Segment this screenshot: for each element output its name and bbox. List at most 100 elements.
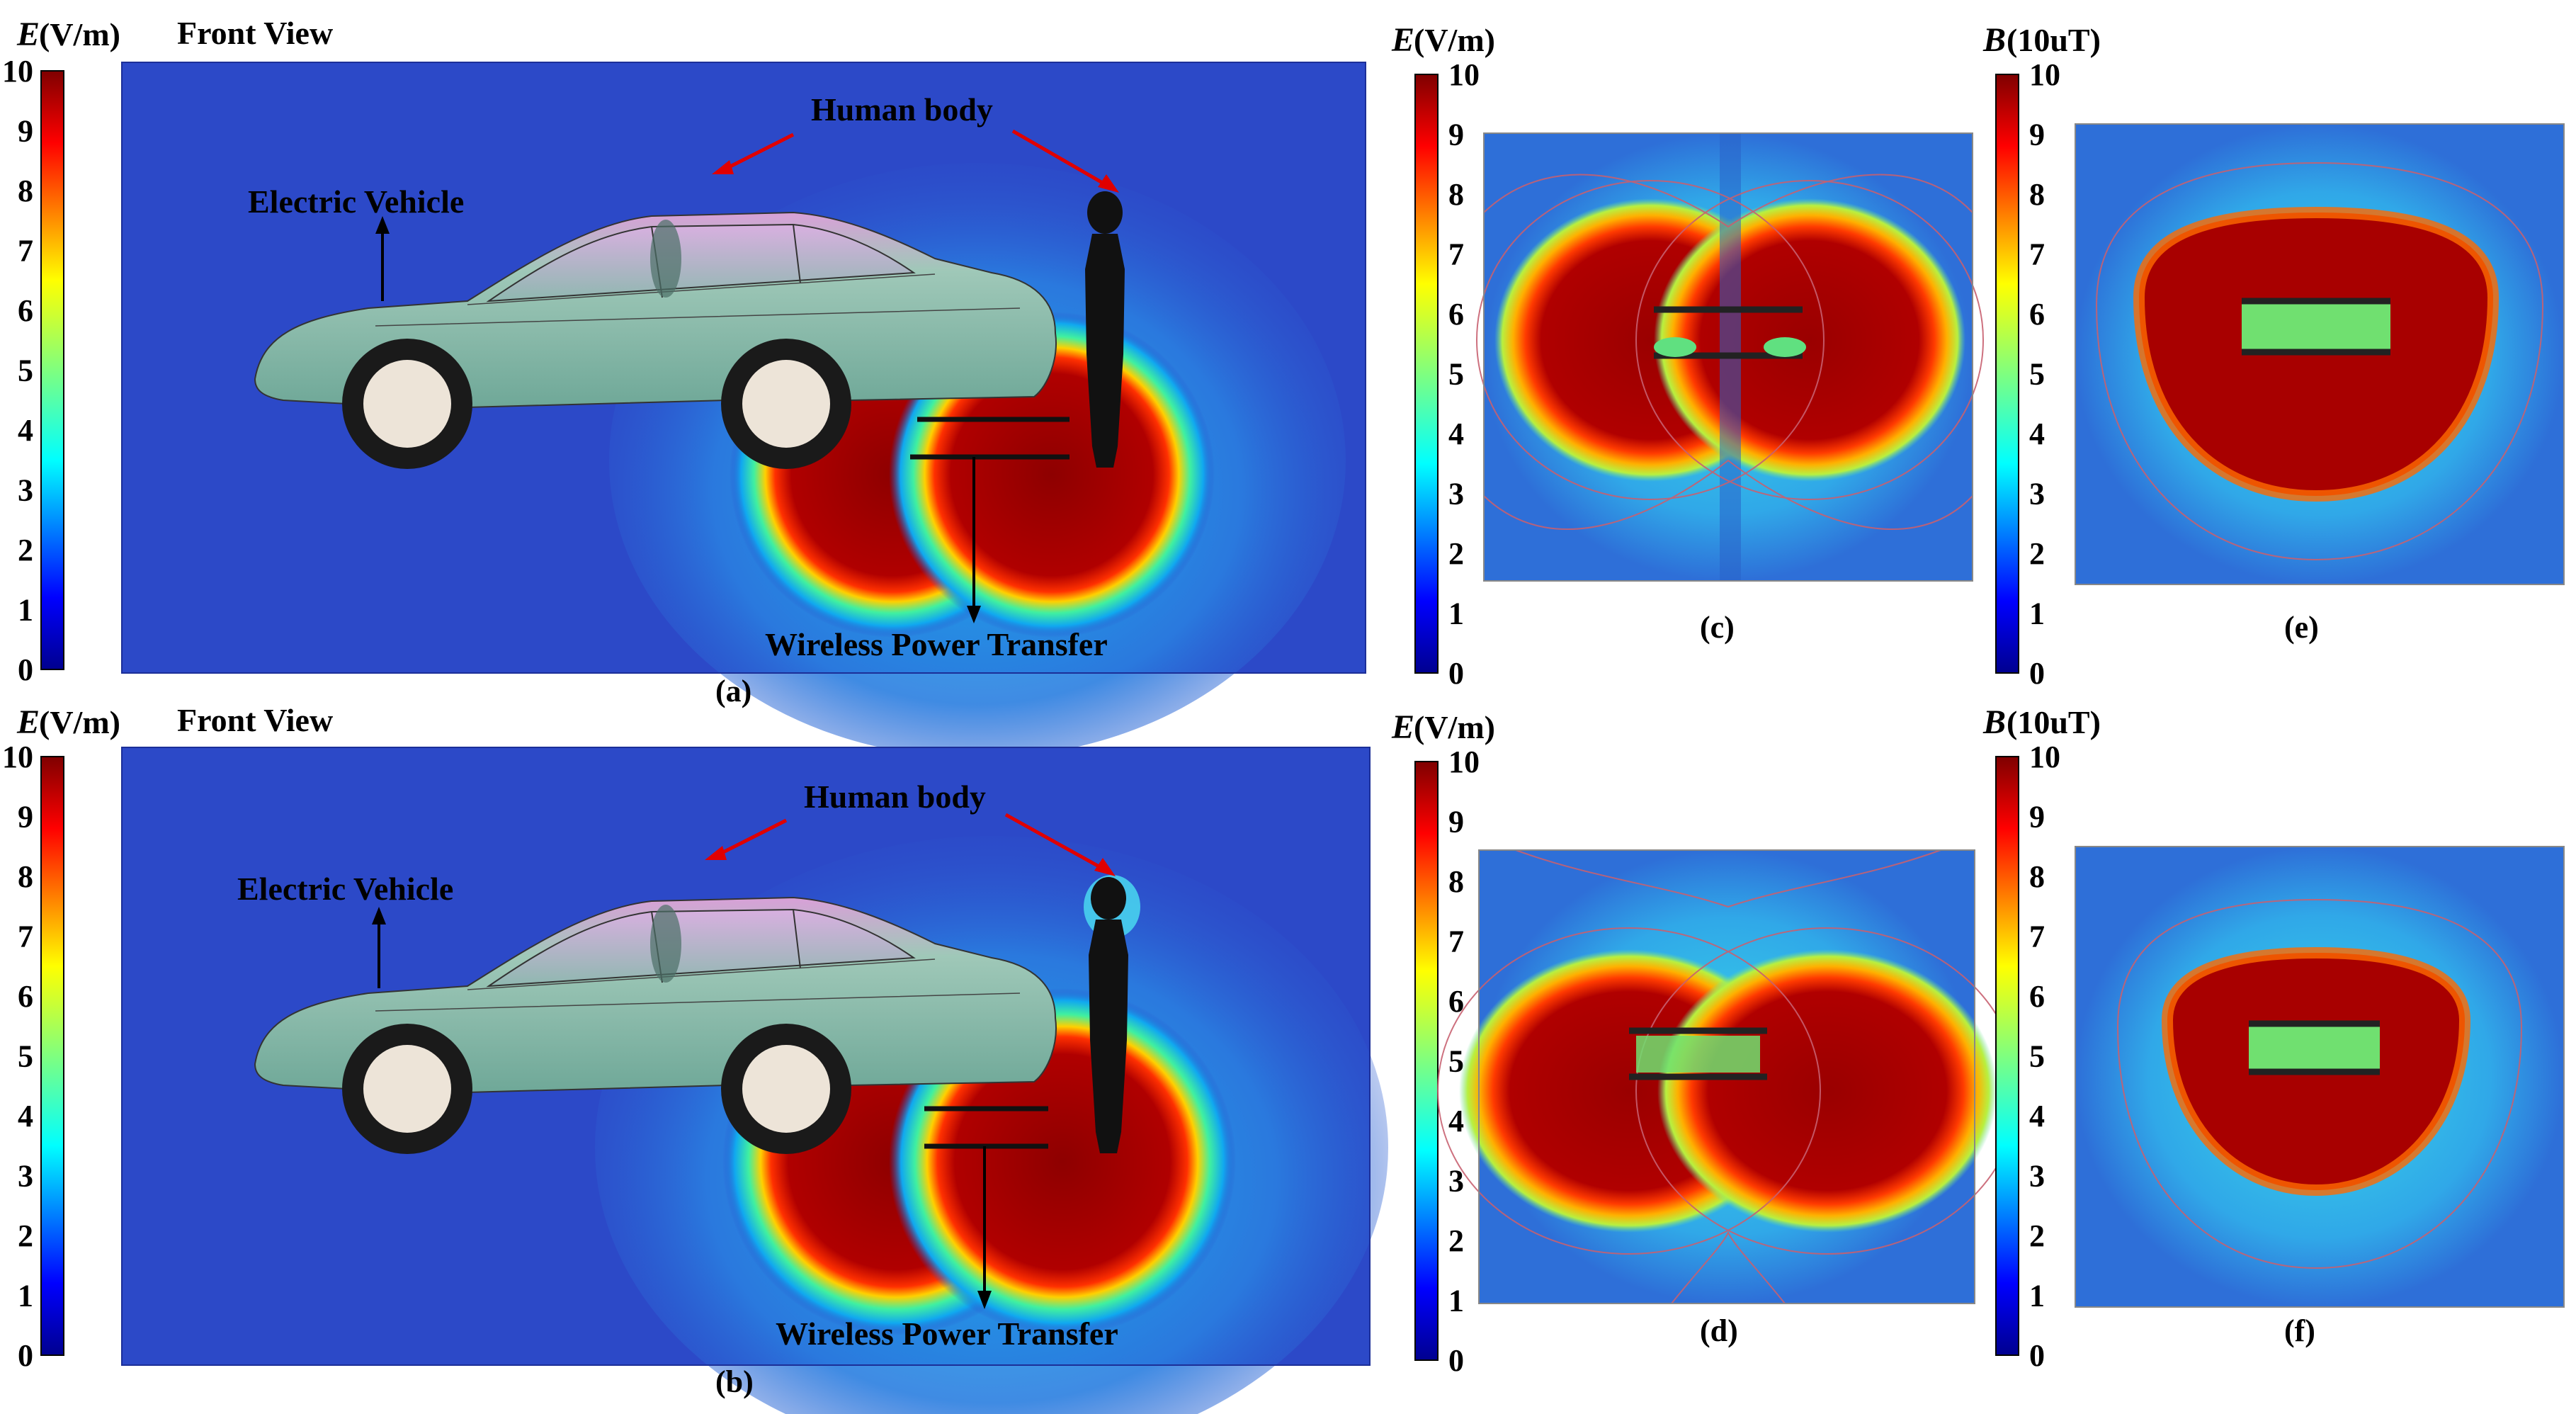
colorbar-tick-label: 3 — [18, 1159, 33, 1194]
colorbar-e-ticks: 0 1 2 3 4 5 6 7 8 9 10 — [2029, 57, 2060, 691]
colorbar-tick-label: 0 — [2029, 1338, 2045, 1373]
colorbar-tick-label: 8 — [1448, 864, 1464, 899]
label-wpt-b: Wireless Power Transfer — [776, 1316, 1118, 1352]
field-map-d — [1437, 849, 2019, 1304]
vehicle-arrow-a — [375, 216, 390, 301]
panel-e: B (10uT) 0 1 2 3 4 5 6 7 8 9 10 (e) — [1982, 21, 2565, 691]
colorbar-tick-label: 1 — [18, 1279, 33, 1313]
colorbar-tick-label: 9 — [1448, 805, 1464, 839]
panel-f: B (10uT) 0 1 2 3 4 5 6 7 8 9 10 (f) — [1982, 703, 2565, 1373]
colorbar-c-ticks: 0 1 2 3 4 5 6 7 8 9 10 — [1448, 57, 1480, 691]
colorbar-d-unit: (V/m) — [1414, 709, 1495, 745]
colorbar-tick-label: 1 — [2029, 1279, 2045, 1313]
panel-a: E (V/m) 0 1 2 3 4 5 6 7 8 9 10 Front View — [2, 15, 1366, 758]
colorbar-tick-label: 4 — [18, 1099, 33, 1133]
panel-d-label: (d) — [1700, 1313, 1738, 1348]
colorbar-tick-label: 6 — [2029, 297, 2045, 332]
colorbar-tick-label: 0 — [18, 652, 33, 687]
colorbar-tick-label: 8 — [1448, 177, 1464, 212]
vehicle-arrow-b — [372, 907, 386, 988]
colorbar-tick-label: 8 — [18, 859, 33, 894]
colorbar-tick-label: 9 — [1448, 118, 1464, 152]
wpt-coils-b — [924, 1106, 1048, 1309]
label-wpt-a: Wireless Power Transfer — [765, 626, 1108, 662]
human-arrows-a — [712, 129, 1119, 193]
colorbar-tick-label: 2 — [18, 1218, 33, 1253]
colorbar-tick-label: 3 — [18, 473, 33, 508]
colorbar-a-unit: (V/m) — [39, 16, 120, 52]
colorbar-tick-label: 8 — [2029, 859, 2045, 894]
colorbar-d-var: E — [1391, 708, 1414, 746]
label-human-body-b: Human body — [804, 779, 986, 815]
colorbar-tick-label: 9 — [18, 800, 33, 835]
colorbar-tick-label: 4 — [18, 413, 33, 448]
label-human-body-a: Human body — [811, 91, 993, 128]
colorbar-tick-label: 7 — [2029, 920, 2045, 954]
colorbar-tick-label: 8 — [2029, 177, 2045, 212]
colorbar-tick-label: 5 — [18, 354, 33, 388]
colorbar-tick-label: 7 — [1448, 237, 1464, 272]
colorbar-e: B (10uT) 0 1 2 3 4 5 6 7 8 9 10 — [1982, 21, 2101, 691]
colorbar-tick-label: 3 — [2029, 1159, 2045, 1194]
colorbar-d-ticks: 0 1 2 3 4 5 6 7 8 9 10 — [1448, 745, 1480, 1378]
colorbar-c: E (V/m) 0 1 2 3 4 5 6 7 8 9 10 — [1391, 21, 1495, 691]
colorbar-tick-label: 0 — [18, 1338, 33, 1373]
colorbar-a: E (V/m) 0 1 2 3 4 5 6 7 8 9 10 — [2, 16, 120, 687]
colorbar-tick-label: 9 — [18, 114, 33, 149]
colorbar-tick-label: 5 — [1448, 1044, 1464, 1079]
colorbar-b: E (V/m) 0 1 2 3 4 5 6 7 8 9 10 — [2, 703, 120, 1373]
panel-b-view-title: Front View — [177, 702, 333, 738]
colorbar-tick-label: 10 — [2, 54, 33, 89]
panel-c-label: (c) — [1700, 610, 1735, 645]
colorbar-a-var: E — [16, 16, 40, 53]
colorbar-b-var: E — [16, 703, 40, 741]
colorbar-tick-label: 4 — [1448, 1104, 1464, 1138]
colorbar-tick-label: 6 — [1448, 984, 1464, 1019]
colorbar-f-ticks: 0 1 2 3 4 5 6 7 8 9 10 — [2029, 740, 2060, 1373]
human-arrows-b — [705, 813, 1116, 876]
colorbar-tick-label: 2 — [1448, 536, 1464, 571]
colorbar-tick-label: 7 — [1448, 924, 1464, 959]
colorbar-f-unit: (10uT) — [2007, 704, 2101, 740]
colorbar-tick-label: 5 — [2029, 1039, 2045, 1074]
colorbar-c-unit: (V/m) — [1414, 22, 1495, 58]
colorbar-tick-label: 10 — [2, 740, 33, 774]
field-map-c — [1476, 132, 1984, 582]
colorbar-tick-label: 0 — [1448, 1343, 1464, 1378]
colorbar-tick-label: 4 — [1448, 417, 1464, 451]
label-electric-vehicle-b: Electric Vehicle — [237, 871, 453, 907]
colorbar-e-var: B — [1982, 21, 2006, 59]
colorbar-tick-label: 3 — [1448, 1164, 1464, 1199]
colorbar-b-ticks: 0 1 2 3 4 5 6 7 8 9 10 — [2, 740, 33, 1373]
colorbar-tick-label: 6 — [18, 293, 33, 328]
field-map-f — [2075, 846, 2565, 1308]
colorbar-tick-label: 10 — [2029, 740, 2060, 774]
colorbar-tick-label: 9 — [2029, 118, 2045, 152]
colorbar-tick-label: 0 — [1448, 656, 1464, 691]
colorbar-tick-label: 1 — [2029, 596, 2045, 631]
panel-a-view-title: Front View — [177, 15, 333, 51]
colorbar-tick-label: 6 — [18, 979, 33, 1014]
colorbar-tick-label: 5 — [1448, 357, 1464, 392]
colorbar-tick-label: 6 — [1448, 297, 1464, 332]
colorbar-f: B (10uT) 0 1 2 3 4 5 6 7 8 9 10 — [1982, 703, 2101, 1373]
colorbar-tick-label: 5 — [2029, 357, 2045, 392]
colorbar-tick-label: 5 — [18, 1039, 33, 1074]
colorbar-b-unit: (V/m) — [39, 704, 120, 740]
wpt-coils-a — [910, 417, 1069, 623]
colorbar-tick-label: 6 — [2029, 979, 2045, 1014]
colorbar-a-ticks: 0 1 2 3 4 5 6 7 8 9 10 — [2, 54, 33, 687]
colorbar-tick-label: 7 — [18, 234, 33, 268]
panel-b: E (V/m) 0 1 2 3 4 5 6 7 8 9 10 Front View — [2, 702, 1388, 1414]
panel-b-label: (b) — [715, 1364, 754, 1399]
panel-f-label: (f) — [2284, 1313, 2315, 1348]
colorbar-e-unit: (10uT) — [2007, 22, 2101, 58]
field-map-e — [2075, 123, 2565, 585]
colorbar-tick-label: 10 — [1448, 57, 1480, 92]
colorbar-tick-label: 7 — [2029, 237, 2045, 272]
colorbar-f-var: B — [1982, 703, 2006, 741]
colorbar-tick-label: 2 — [1448, 1223, 1464, 1258]
colorbar-tick-label: 8 — [18, 174, 33, 208]
colorbar-tick-label: 1 — [1448, 1284, 1464, 1318]
